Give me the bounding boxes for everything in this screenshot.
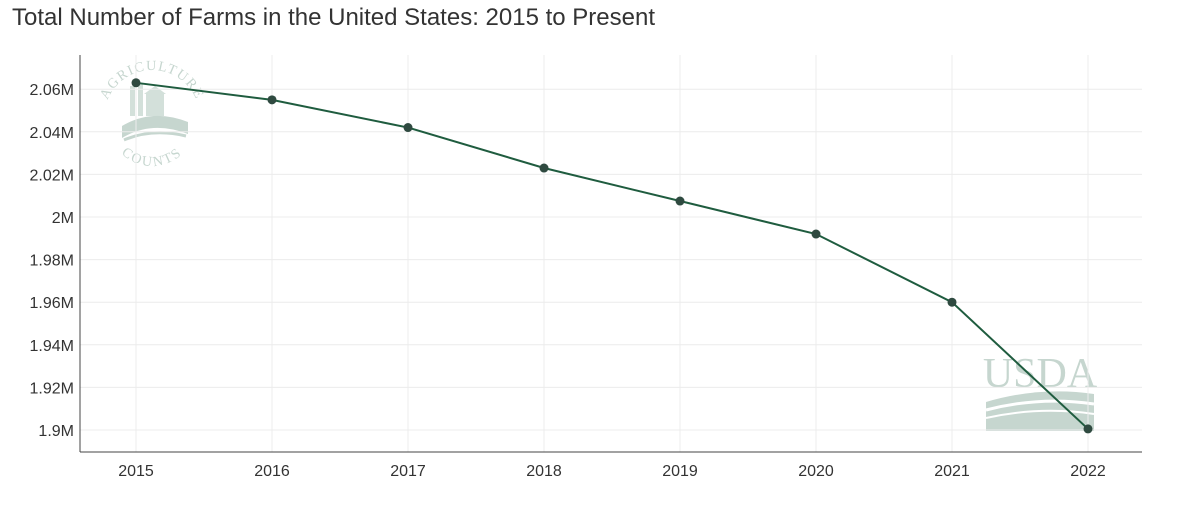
y-tick-label: 1.96M: [30, 295, 74, 312]
chart-title: Total Number of Farms in the United Stat…: [12, 4, 655, 31]
barn-icon: [122, 84, 188, 142]
x-tick-label: 2015: [118, 463, 154, 480]
y-tick-label: 1.92M: [30, 380, 74, 397]
watermark-layer: AGRICULTURE COUNTS USDA: [97, 59, 1098, 431]
data-point-2019[interactable]: [675, 196, 685, 206]
y-tick-label: 2.04M: [30, 125, 74, 142]
y-tick-label: 1.98M: [30, 253, 74, 270]
x-tick-label: 2022: [1070, 463, 1106, 480]
y-tick-label: 1.9M: [38, 423, 74, 440]
data-point-2022[interactable]: [1083, 424, 1093, 434]
usda-text: USDA: [983, 351, 1098, 397]
data-point-2017[interactable]: [403, 123, 413, 133]
y-tick-label: 2.06M: [30, 82, 74, 99]
data-point-2021[interactable]: [947, 297, 957, 307]
data-point-2018[interactable]: [539, 163, 549, 173]
data-point-2016[interactable]: [267, 95, 277, 105]
counts-text: COUNTS: [119, 145, 186, 170]
x-tick-label: 2021: [934, 463, 970, 480]
grid: [80, 55, 1142, 452]
y-tick-label: 2.02M: [30, 167, 74, 184]
x-tick-label: 2017: [390, 463, 426, 480]
x-tick-label: 2018: [526, 463, 562, 480]
y-tick-label: 1.94M: [30, 338, 74, 355]
data-point-2020[interactable]: [811, 229, 821, 239]
y-tick-label: 2M: [52, 210, 74, 227]
x-tick-label: 2020: [798, 463, 834, 480]
usda-logo: USDA: [983, 351, 1098, 431]
x-tick-label: 2016: [254, 463, 290, 480]
series-line: [135, 81, 1089, 430]
axes: [79, 55, 1142, 453]
series-layer: [131, 78, 1093, 434]
y-axis-ticks: 1.9M 1.92M 1.94M 1.96M 1.98M 2M 2.02M 2.04M 2.06…: [30, 82, 74, 440]
agriculture-counts-logo: AGRICULTURE COUNTS: [97, 59, 205, 170]
x-axis-ticks: 2015 2016 2017 2018 2019 2020 2021 2022: [118, 463, 1106, 480]
x-tick-label: 2019: [662, 463, 698, 480]
data-point-2015[interactable]: [131, 78, 141, 88]
